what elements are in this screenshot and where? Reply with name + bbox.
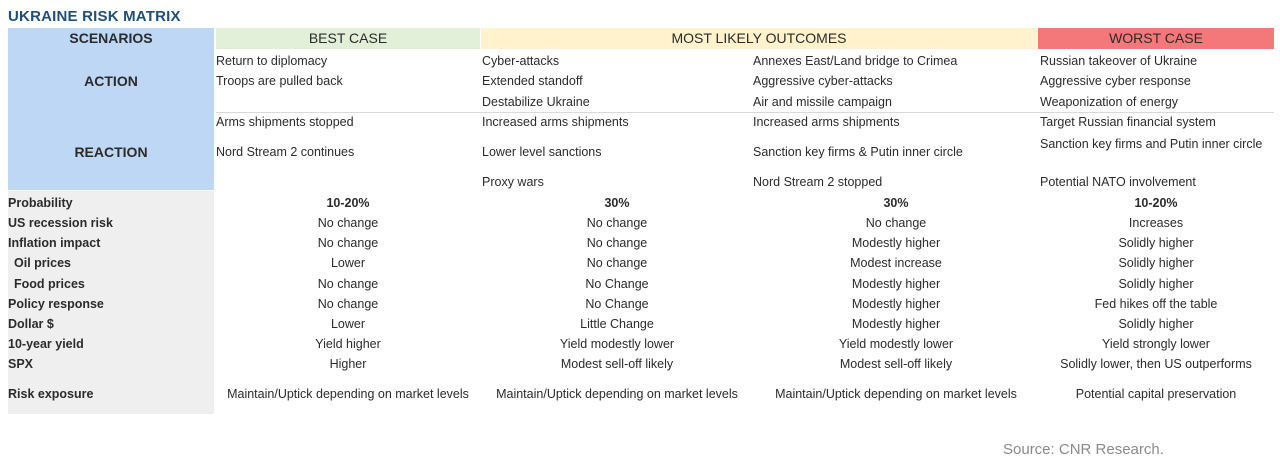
row-value: Solidly higher	[1118, 236, 1194, 250]
row-label: SPX	[8, 357, 34, 371]
row-value: Solidly higher	[1118, 277, 1194, 291]
row-label: US recession risk	[8, 216, 113, 230]
row-value: Yield modestly lower	[838, 337, 954, 351]
reaction-likely-b-1: Increased arms shipments	[753, 115, 900, 129]
row-value: Lower	[330, 256, 366, 270]
row-value: Yield modestly lower	[559, 337, 675, 351]
row-value: Solidly higher	[1118, 317, 1194, 331]
row-value: Fed hikes off the table	[1094, 297, 1218, 311]
row-label: Oil prices	[14, 256, 71, 270]
row-label: Food prices	[14, 277, 85, 291]
row-value: Solidly higher	[1118, 256, 1194, 270]
row-value: Solidly lower, then US outperforms	[1060, 357, 1252, 371]
reaction-worst-1: Target Russian financial system	[1040, 115, 1216, 129]
reaction-likely-a-1: Increased arms shipments	[482, 115, 629, 129]
action-best-1: Return to diplomacy	[216, 54, 328, 68]
row-value: Modest sell-off likely	[839, 357, 953, 371]
reaction-worst-3: Potential NATO involvement	[1040, 175, 1196, 189]
row-value: Increases	[1128, 216, 1184, 230]
row-value: No change	[586, 256, 648, 270]
header-worst-case: WORST CASE	[1038, 28, 1274, 49]
reaction-worst-2: Sanction key firms and Putin inner circl…	[1040, 137, 1263, 151]
row-label: Policy response	[8, 297, 104, 311]
action-likely-b-1: Annexes East/Land bridge to Crimea	[753, 54, 958, 68]
row-value: Potential capital preservation	[1075, 387, 1237, 401]
action-likely-b-2: Aggressive cyber-attacks	[753, 74, 893, 88]
header-most-likely: MOST LIKELY OUTCOMES	[481, 28, 1037, 49]
row-value: Yield strongly lower	[1102, 337, 1210, 351]
row-label: Risk exposure	[8, 387, 94, 401]
reaction-likely-b-2: Sanction key firms & Putin inner circle	[753, 145, 963, 159]
row-label: Probability	[8, 196, 73, 210]
row-label: Inflation impact	[8, 236, 101, 250]
action-likely-a-1: Cyber-attacks	[482, 54, 560, 68]
scenario-label-column	[8, 28, 214, 190]
row-value: No change	[317, 297, 379, 311]
row-value: No change	[317, 277, 379, 291]
row-value: Modestly higher	[851, 317, 941, 331]
reaction-likely-a-3: Proxy wars	[482, 175, 544, 189]
row-value: No change	[317, 236, 379, 250]
row-value: No Change	[585, 297, 649, 311]
row-value: 10-20%	[1134, 196, 1178, 210]
action-likely-b-3: Air and missile campaign	[753, 95, 892, 109]
header-best-case: BEST CASE	[216, 28, 480, 49]
row-value: Modestly higher	[851, 236, 941, 250]
action-worst-2: Aggressive cyber response	[1040, 74, 1191, 88]
reaction-likely-b-3: Nord Stream 2 stopped	[753, 175, 883, 189]
page-title: UKRAINE RISK MATRIX	[8, 8, 181, 25]
row-label: 10-year yield	[8, 337, 84, 351]
row-value: Lower	[330, 317, 366, 331]
row-value: 30%	[604, 196, 630, 210]
reaction-best-1: Arms shipments stopped	[216, 115, 354, 129]
row-value: Maintain/Uptick depending on market leve…	[496, 387, 738, 401]
row-value: No change	[865, 216, 927, 230]
row-value: Higher	[329, 357, 367, 371]
row-value: No Change	[585, 277, 649, 291]
row-value: No change	[586, 236, 648, 250]
row-value: Modestly higher	[851, 297, 941, 311]
action-likely-a-3: Destabilize Ukraine	[482, 95, 590, 109]
row-value: Modest sell-off likely	[560, 357, 674, 371]
reaction-best-2: Nord Stream 2 continues	[216, 145, 355, 159]
row-value: Modestly higher	[851, 277, 941, 291]
header-scenarios: SCENARIOS	[69, 30, 153, 46]
row-value: Maintain/Uptick depending on market leve…	[227, 387, 469, 401]
row-value: No change	[586, 216, 648, 230]
row-value: 10-20%	[326, 196, 370, 210]
action-likely-a-2: Extended standoff	[482, 74, 583, 88]
row-label: Dollar $	[8, 317, 54, 331]
action-best-2: Troops are pulled back	[216, 74, 343, 88]
reaction-label: REACTION	[74, 144, 148, 160]
row-value: No change	[317, 216, 379, 230]
row-value: Modest increase	[850, 256, 942, 270]
reaction-likely-a-2: Lower level sanctions	[482, 145, 602, 159]
row-value: Yield higher	[315, 337, 381, 351]
source-note: Source: CNR Research.	[1003, 441, 1164, 458]
row-value: 30%	[883, 196, 909, 210]
row-label-column	[8, 191, 214, 414]
action-worst-1: Russian takeover of Ukraine	[1040, 54, 1198, 68]
action-label: ACTION	[84, 73, 138, 89]
section-divider	[216, 112, 1274, 113]
row-value: Little Change	[580, 317, 654, 331]
row-value: Maintain/Uptick depending on market leve…	[775, 387, 1017, 401]
action-worst-3: Weaponization of energy	[1040, 95, 1179, 109]
